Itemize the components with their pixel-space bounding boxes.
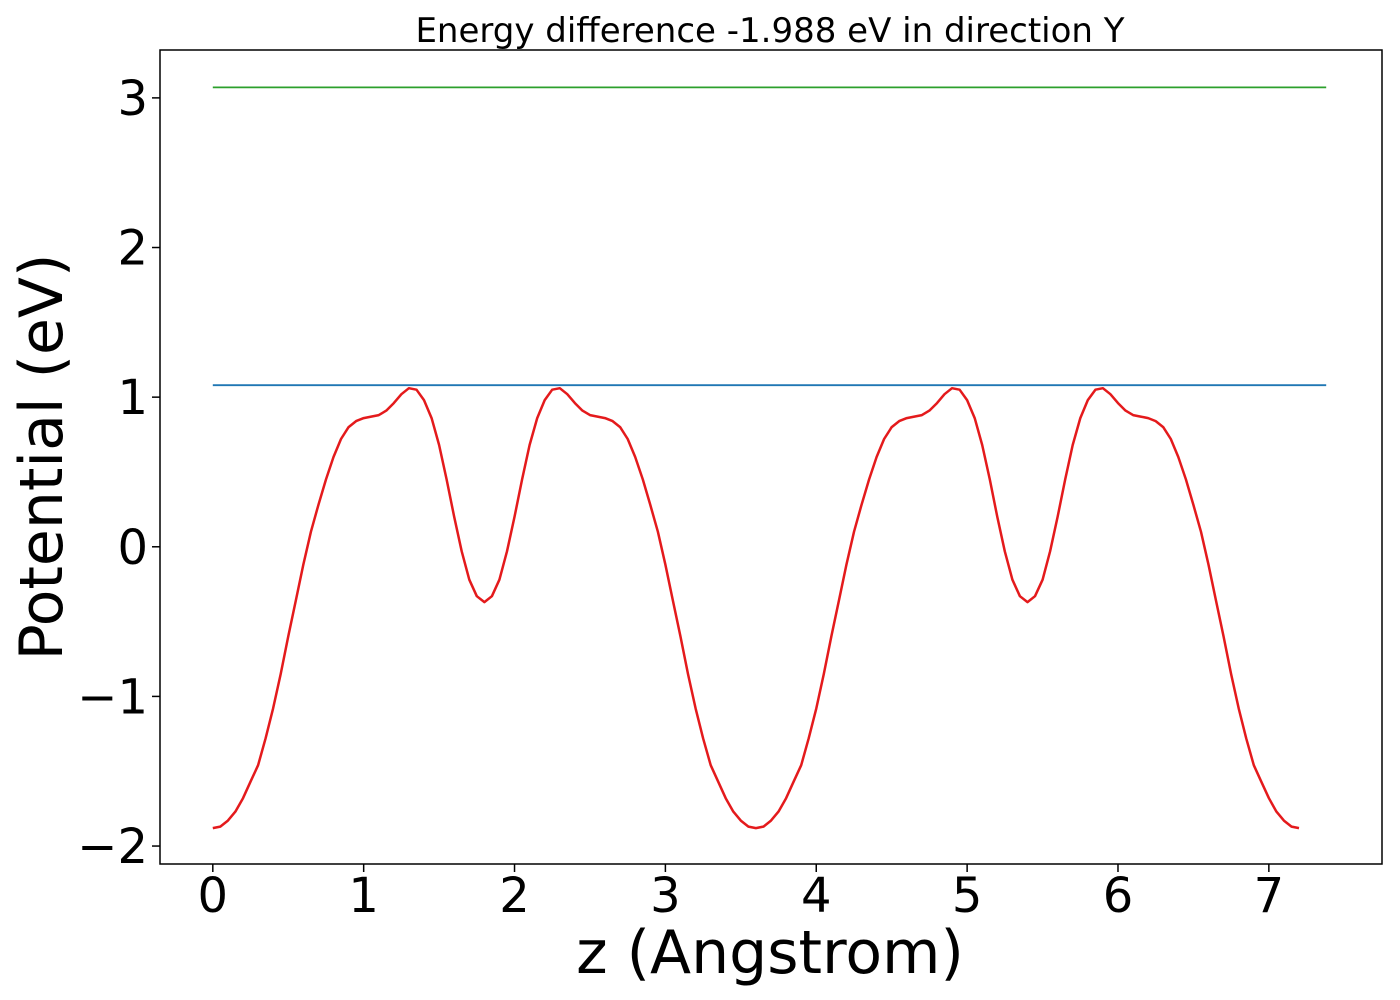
x-tick-label: 3	[650, 868, 681, 924]
x-tick-label: 6	[1103, 868, 1134, 924]
y-tick-label: −2	[77, 819, 148, 875]
x-axis-label: z (Angstrom)	[576, 918, 964, 988]
potential-line	[212, 386, 1300, 830]
y-axis-label: Potential (eV)	[7, 254, 77, 661]
x-tick-label: 0	[198, 868, 229, 924]
y-tick-label: 0	[117, 520, 148, 576]
y-tick-label: −1	[77, 669, 148, 725]
x-tick-label: 4	[801, 868, 832, 924]
chart-title: Energy difference -1.988 eV in direction…	[415, 11, 1124, 51]
y-tick-label: 2	[117, 221, 148, 277]
y-axis-ticks: −2 −1 0 1 2 3	[77, 71, 160, 875]
series-layer	[212, 86, 1327, 830]
x-tick-label: 5	[952, 868, 983, 924]
x-tick-label: 1	[348, 868, 379, 924]
y-tick-label: 3	[117, 71, 148, 127]
x-tick-label: 7	[1254, 868, 1285, 924]
y-tick-label: 1	[117, 370, 148, 426]
plot-frame	[159, 49, 1383, 865]
x-axis-ticks: 0 1 2 3 4 5 6 7	[198, 864, 1285, 924]
x-tick-label: 2	[499, 868, 530, 924]
